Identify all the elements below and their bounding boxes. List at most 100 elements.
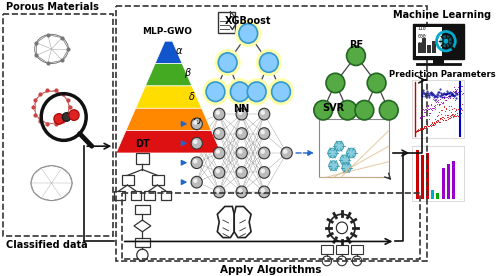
Bar: [336, 245, 347, 254]
Bar: [416, 26, 442, 56]
Circle shape: [230, 82, 249, 102]
Polygon shape: [146, 63, 192, 86]
Circle shape: [191, 176, 202, 188]
Circle shape: [258, 108, 270, 120]
Text: SVR: SVR: [322, 103, 344, 113]
Circle shape: [329, 161, 338, 171]
Text: 110: 110: [418, 26, 426, 31]
Bar: [114, 191, 124, 200]
Circle shape: [238, 188, 242, 193]
Bar: [413, 24, 464, 59]
Bar: [421, 155, 424, 199]
Polygon shape: [126, 108, 212, 131]
Circle shape: [193, 139, 198, 144]
Circle shape: [235, 20, 262, 47]
Text: δ: δ: [189, 92, 195, 102]
Circle shape: [214, 167, 225, 178]
Bar: [318, 119, 389, 177]
Bar: [412, 80, 464, 138]
Bar: [418, 43, 422, 53]
Circle shape: [191, 137, 202, 149]
Circle shape: [69, 110, 79, 120]
Circle shape: [193, 159, 198, 164]
Circle shape: [338, 100, 357, 120]
Circle shape: [281, 147, 292, 159]
Circle shape: [238, 110, 242, 115]
Text: β: β: [184, 68, 190, 78]
Text: Machine Learning: Machine Learning: [393, 10, 491, 20]
Circle shape: [260, 169, 265, 173]
Circle shape: [236, 186, 248, 198]
Circle shape: [193, 120, 198, 125]
Text: 000: 000: [418, 34, 426, 39]
Circle shape: [236, 147, 248, 159]
Circle shape: [258, 147, 270, 159]
Bar: [136, 153, 149, 164]
Circle shape: [258, 167, 270, 178]
Circle shape: [216, 110, 220, 115]
Bar: [122, 175, 134, 185]
Circle shape: [214, 186, 225, 198]
Circle shape: [54, 114, 64, 124]
Circle shape: [214, 49, 241, 76]
Circle shape: [340, 155, 349, 165]
Circle shape: [272, 82, 290, 102]
Bar: [422, 38, 426, 53]
Bar: [135, 205, 150, 214]
Circle shape: [218, 53, 237, 72]
Circle shape: [206, 82, 225, 102]
Circle shape: [260, 53, 278, 72]
Circle shape: [202, 78, 228, 105]
Bar: [432, 41, 436, 53]
Circle shape: [238, 169, 242, 173]
Circle shape: [191, 118, 202, 130]
Text: MLP-GWO: MLP-GWO: [142, 27, 192, 36]
Bar: [218, 12, 235, 33]
Text: XGBoost: XGBoost: [225, 16, 272, 26]
Bar: [135, 238, 150, 247]
Circle shape: [260, 110, 265, 115]
Circle shape: [283, 149, 288, 154]
Circle shape: [193, 178, 198, 183]
Text: Classified data: Classified data: [6, 240, 87, 250]
Bar: [322, 245, 332, 254]
Circle shape: [238, 130, 242, 134]
Circle shape: [256, 49, 282, 76]
Bar: [144, 191, 154, 200]
Bar: [436, 193, 440, 199]
Circle shape: [380, 100, 398, 120]
Text: DT: DT: [135, 139, 150, 149]
Circle shape: [214, 108, 225, 120]
Circle shape: [440, 35, 452, 47]
Circle shape: [236, 128, 248, 139]
Bar: [427, 45, 431, 53]
Text: Porous Materials: Porous Materials: [6, 2, 98, 12]
Circle shape: [216, 130, 220, 134]
Bar: [161, 191, 172, 200]
Circle shape: [238, 149, 242, 154]
Text: 101: 101: [418, 42, 426, 47]
Circle shape: [239, 24, 258, 43]
Bar: [131, 191, 141, 200]
Circle shape: [214, 128, 225, 139]
Circle shape: [346, 46, 366, 65]
Bar: [412, 146, 464, 201]
Circle shape: [236, 108, 248, 120]
Bar: [442, 168, 444, 199]
Circle shape: [216, 169, 220, 173]
Circle shape: [260, 130, 265, 134]
Circle shape: [216, 188, 220, 193]
Bar: [152, 175, 164, 185]
Polygon shape: [116, 131, 221, 153]
Circle shape: [258, 186, 270, 198]
Circle shape: [334, 141, 344, 151]
Polygon shape: [155, 41, 182, 63]
Bar: [431, 190, 434, 199]
Bar: [352, 245, 362, 254]
Bar: [452, 161, 455, 199]
Circle shape: [236, 167, 248, 178]
Circle shape: [62, 113, 70, 121]
Circle shape: [248, 82, 266, 102]
Circle shape: [326, 73, 344, 93]
Text: Prediction Parameters: Prediction Parameters: [389, 70, 496, 79]
